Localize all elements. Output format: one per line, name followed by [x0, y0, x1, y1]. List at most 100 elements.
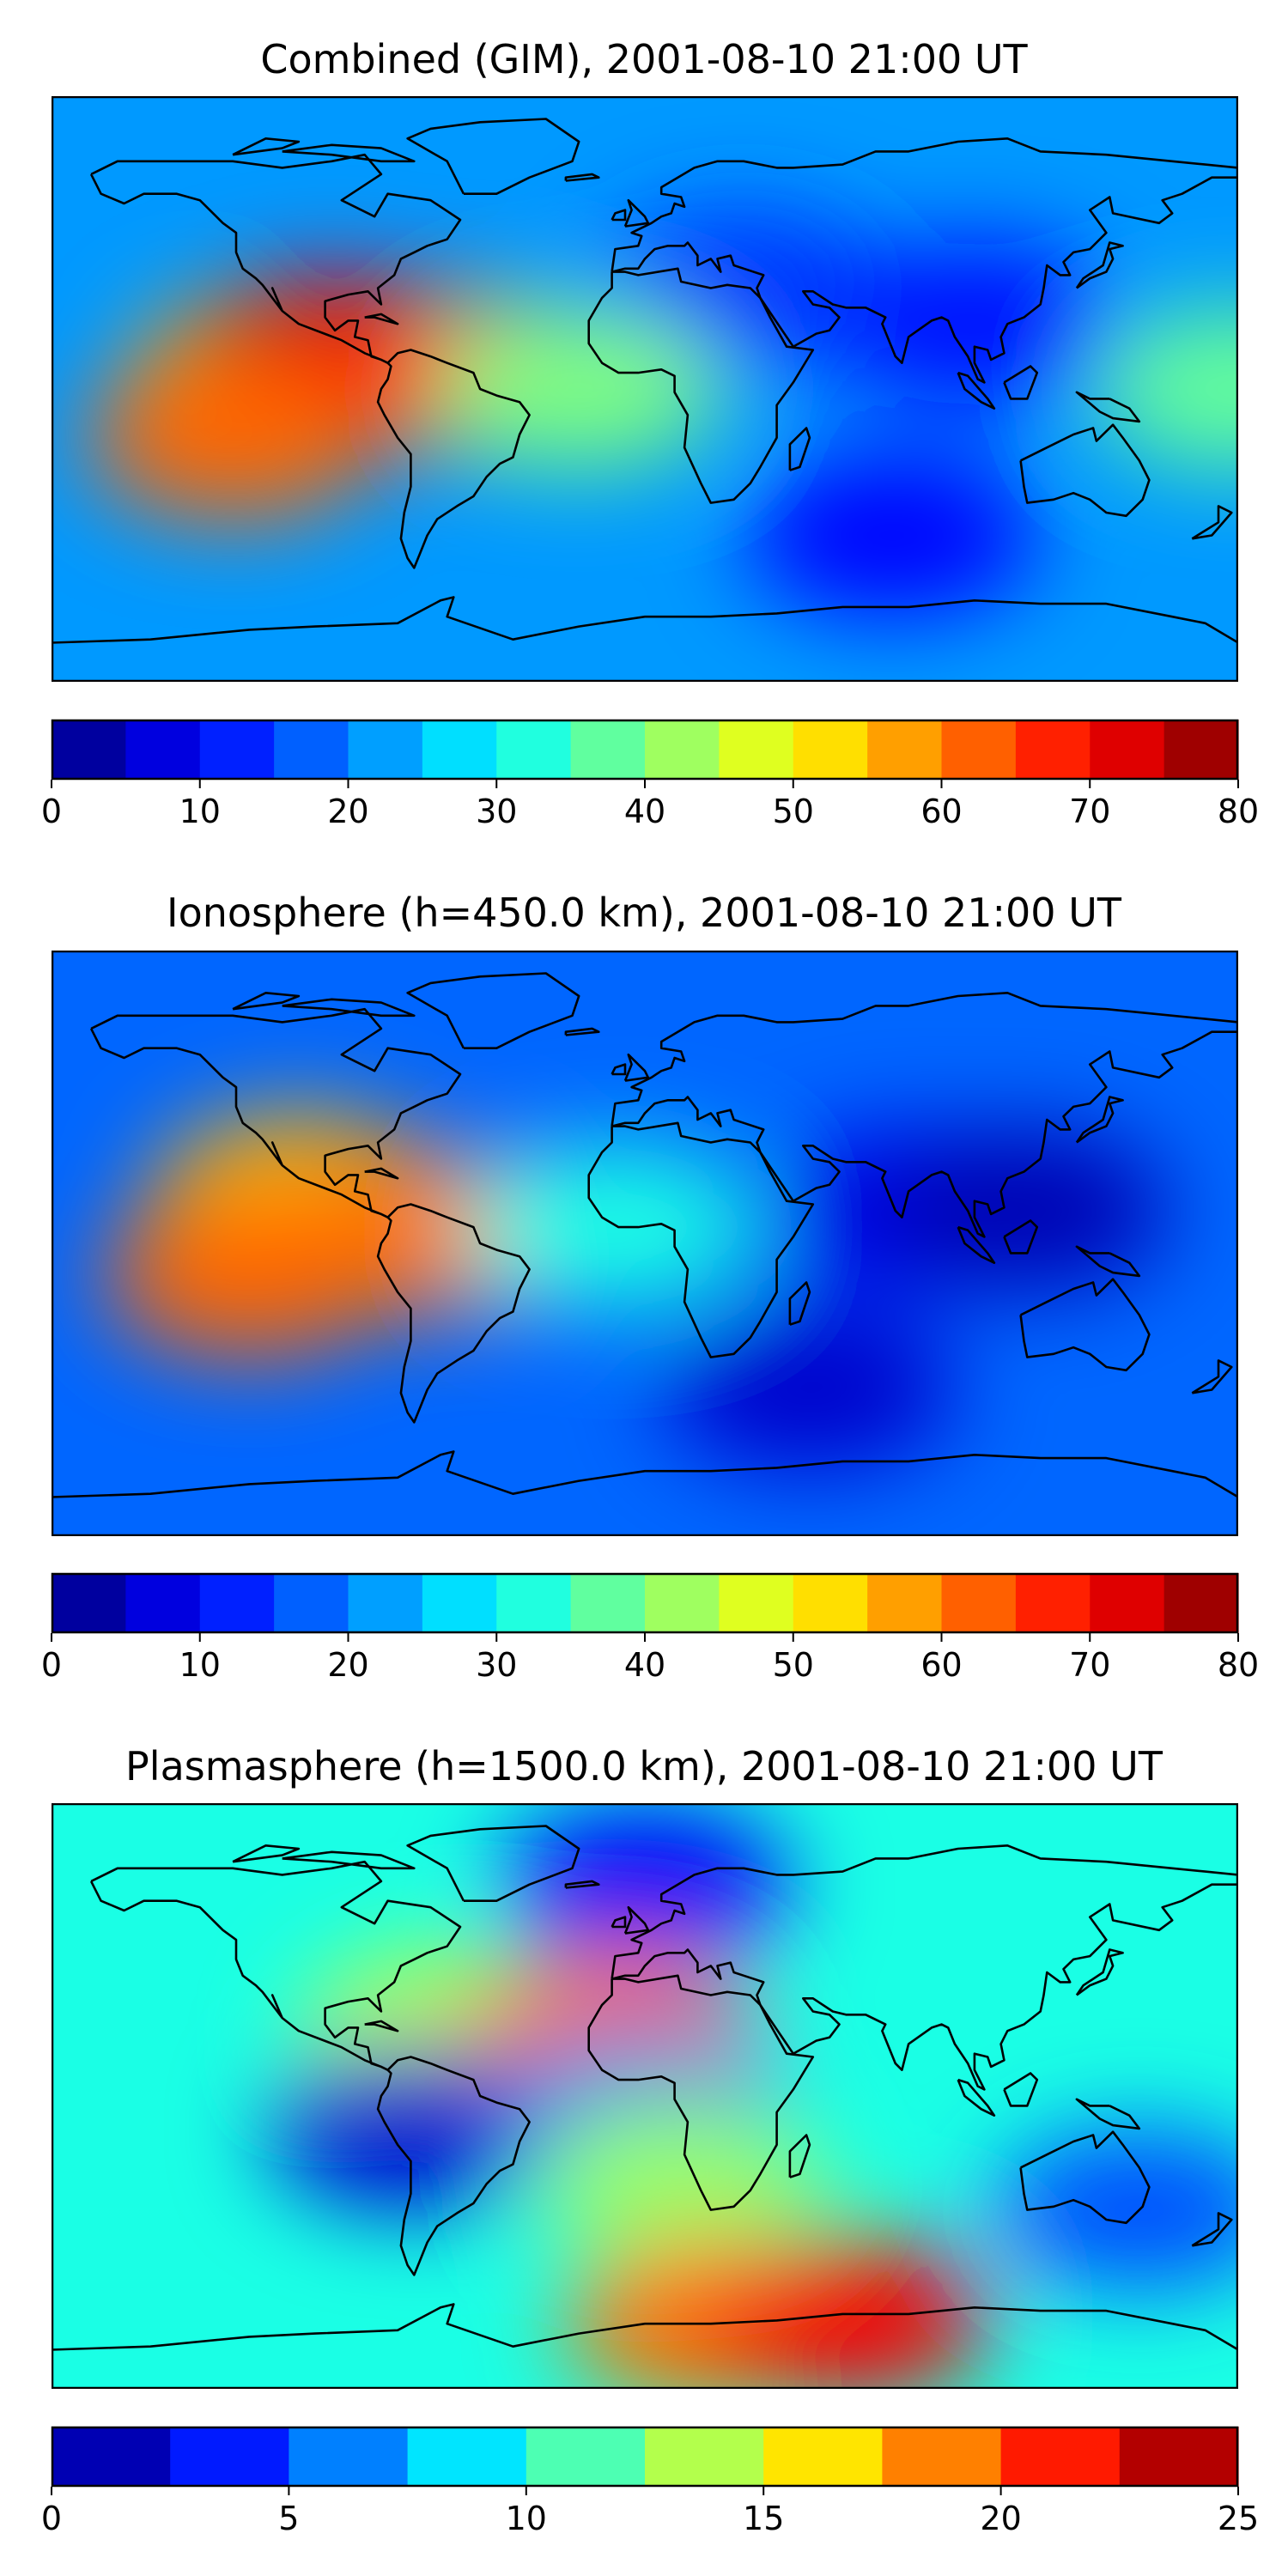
coastline: [406, 1825, 580, 1902]
colorbar-segment: [289, 2427, 409, 2487]
colorbar-segment: [1090, 720, 1165, 780]
contour-mid-atlantic-band: [433, 307, 726, 471]
coastline: [1075, 1948, 1124, 1996]
contour-peak-east-pacific-south: [87, 355, 380, 519]
map-frame: [52, 1803, 1238, 2389]
colorbar-segment: [719, 1573, 794, 1633]
contour-low-south-ocean: [663, 1308, 956, 1472]
colorbar-tick-label: 70: [1069, 1646, 1110, 1684]
colorbar-segment: [1119, 2427, 1239, 2487]
coastline: [587, 1121, 815, 1358]
coastline: [611, 1844, 1238, 2091]
coastline: [1019, 2130, 1151, 2225]
colorbar-segment: [496, 720, 572, 780]
colorbar-frame: [51, 719, 1239, 781]
coastline: [282, 998, 416, 1018]
colorbar-segment: [867, 1573, 943, 1633]
coastline: [587, 267, 815, 504]
colorbar-segment: [941, 1573, 1017, 1633]
coastline: [406, 972, 580, 1049]
coastline: [282, 1850, 416, 1870]
coastline: [611, 137, 1238, 384]
coastline: [232, 1844, 301, 1863]
colorbar-tick-label: 25: [1218, 2500, 1259, 2537]
contour-mid-far-east-pacific: [1092, 307, 1238, 471]
colorbar-tick-label: 30: [476, 1646, 517, 1684]
coastline: [1191, 2212, 1233, 2247]
coastline: [611, 992, 1238, 1238]
colorbar-tick-label: 50: [773, 1646, 814, 1684]
coastline: [788, 1281, 811, 1326]
coastline: [1019, 423, 1151, 518]
coastline: [89, 1860, 462, 2071]
colorbar-segment: [570, 1573, 646, 1633]
map-frame: [52, 96, 1238, 682]
colorbar-segment: [719, 720, 794, 780]
panel-1-title: Combined (GIM), 2001-08-10 21:00 UT: [260, 36, 1028, 82]
coastline: [1003, 2072, 1039, 2107]
coastline: [564, 1880, 600, 1889]
contour-low-south-indian-ocean: [745, 453, 1038, 617]
colorbar-tick-label: 10: [506, 2500, 547, 2537]
colorbar-tick-label: 40: [624, 793, 665, 830]
coastline: [587, 1974, 815, 2211]
colorbar-segment: [526, 2427, 646, 2487]
coastline: [1191, 1359, 1233, 1394]
colorbar-segment: [645, 1573, 720, 1633]
coastline: [788, 427, 811, 471]
colorbar-segment: [645, 720, 720, 780]
colorbar-segment: [570, 720, 646, 780]
colorbar-segment: [407, 2427, 527, 2487]
coastline: [406, 118, 580, 195]
colorbar-frame: [51, 2426, 1239, 2488]
coastline: [1075, 2098, 1141, 2130]
colorbar-segment: [422, 720, 497, 780]
colorbar-tick-label: 10: [179, 793, 221, 830]
panel-2-colorbar: 0 10 20 30 40 50 60 70 80: [41, 1572, 1259, 1684]
colorbar-segment: [882, 2427, 1002, 2487]
coastline: [957, 1225, 996, 1264]
colorbar-tick-label: 60: [920, 1646, 962, 1684]
colorbar-segment: [867, 720, 943, 780]
colorbar-segment: [1163, 1573, 1239, 1633]
colorbar-segment: [274, 1573, 349, 1633]
coastline: [611, 1916, 627, 1929]
coastline: [364, 1167, 399, 1180]
coastline: [564, 1027, 600, 1036]
coastline: [564, 173, 600, 182]
contour-peak-east-pacific-south: [103, 1194, 396, 1358]
colorbar-tick-label: 5: [278, 2500, 299, 2537]
colorbar-segment: [52, 720, 126, 780]
colorbar-segment: [496, 1573, 572, 1633]
coastline: [1075, 1096, 1124, 1144]
coastline: [788, 2134, 811, 2178]
panel-2-map: [52, 951, 1238, 1536]
colorbar-segment: [170, 2427, 289, 2487]
coastline: [611, 209, 627, 222]
colorbar-tick-label: 15: [743, 2500, 784, 2537]
colorbar-segment: [274, 720, 349, 780]
colorbar-tick-label: 40: [624, 1646, 665, 1684]
contour-low-southern-pacific: [993, 2128, 1238, 2292]
coastline: [957, 2078, 996, 2117]
colorbar-segment: [941, 720, 1017, 780]
coastline: [623, 1905, 650, 1935]
colorbar-segment: [199, 1573, 275, 1633]
coastline: [89, 1007, 462, 1218]
coastline: [611, 1063, 627, 1076]
colorbar-tick-label: 80: [1218, 1646, 1259, 1684]
coastline: [52, 2303, 1238, 2351]
contour-low-indonesia: [878, 1129, 1170, 1293]
panel-1-map: [52, 96, 1238, 682]
coastline: [52, 1450, 1238, 1498]
colorbar-tick-label: 80: [1218, 793, 1259, 830]
panel-3-title: Plasmasphere (h=1500.0 km), 2001-08-10 2…: [125, 1743, 1163, 1789]
coastline: [232, 992, 301, 1011]
contour-mid-atlantic: [465, 1145, 758, 1309]
colorbar-segment: [1015, 1573, 1091, 1633]
coastline: [376, 349, 531, 569]
colorbar-segment: [1163, 720, 1239, 780]
colorbar-tick-label: 0: [41, 793, 62, 830]
colorbar-segment: [1015, 720, 1091, 780]
coastline: [52, 596, 1238, 644]
